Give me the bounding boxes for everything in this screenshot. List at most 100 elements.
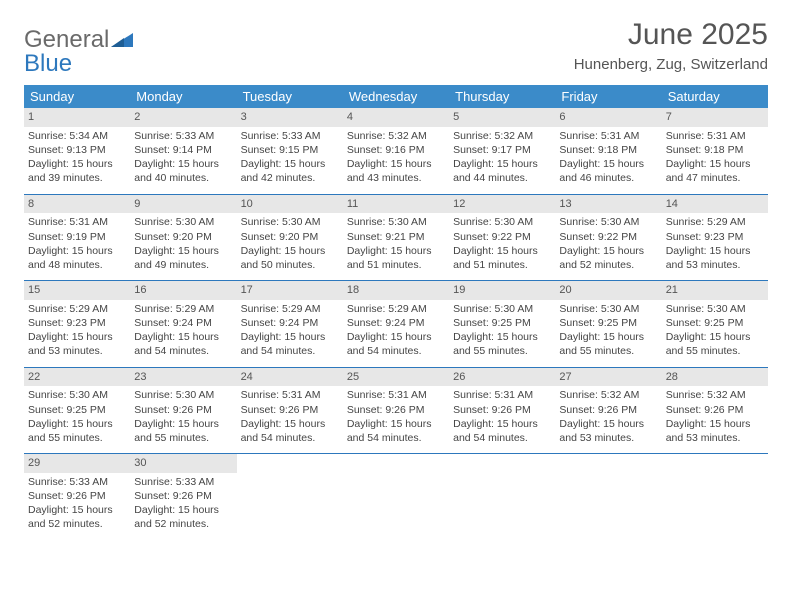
daylight-text: Daylight: 15 hours	[559, 244, 657, 258]
daylight-text: Daylight: 15 hours	[134, 244, 232, 258]
day-details: Sunrise: 5:30 AMSunset: 9:25 PMDaylight:…	[28, 388, 126, 445]
sunrise-text: Sunrise: 5:32 AM	[666, 388, 764, 402]
sunrise-text: Sunrise: 5:30 AM	[559, 302, 657, 316]
daylight-text: and 52 minutes.	[559, 258, 657, 272]
daylight-text: Daylight: 15 hours	[559, 330, 657, 344]
calendar-cell: 15 Sunrise: 5:29 AMSunset: 9:23 PMDayligh…	[24, 281, 130, 368]
day-details: Sunrise: 5:29 AMSunset: 9:24 PMDaylight:…	[241, 302, 339, 359]
sunrise-text: Sunrise: 5:29 AM	[28, 302, 126, 316]
calendar-cell: 26Sunrise: 5:31 AMSunset: 9:26 PMDayligh…	[449, 367, 555, 454]
calendar-cell: 11Sunrise: 5:30 AMSunset: 9:21 PMDayligh…	[343, 194, 449, 281]
calendar-cell: 23Sunrise: 5:30 AMSunset: 9:26 PMDayligh…	[130, 367, 236, 454]
daylight-text: Daylight: 15 hours	[453, 244, 551, 258]
sunrise-text: Sunrise: 5:31 AM	[559, 129, 657, 143]
day-details: Sunrise: 5:31 AMSunset: 9:19 PMDaylight:…	[28, 215, 126, 272]
daylight-text: and 53 minutes.	[666, 258, 764, 272]
sunset-text: Sunset: 9:15 PM	[241, 143, 339, 157]
calendar-cell	[237, 454, 343, 540]
calendar-cell: 16Sunrise: 5:29 AMSunset: 9:24 PMDayligh…	[130, 281, 236, 368]
day-details: Sunrise: 5:31 AMSunset: 9:26 PMDaylight:…	[453, 388, 551, 445]
day-number: 5	[449, 108, 555, 127]
day-details: Sunrise: 5:30 AMSunset: 9:22 PMDaylight:…	[453, 215, 551, 272]
day-number: 29	[24, 454, 130, 473]
daylight-text: Daylight: 15 hours	[134, 157, 232, 171]
sunrise-text: Sunrise: 5:30 AM	[28, 388, 126, 402]
calendar-cell	[555, 454, 661, 540]
day-details: Sunrise: 5:30 AMSunset: 9:26 PMDaylight:…	[134, 388, 232, 445]
calendar-cell: 5 Sunrise: 5:32 AMSunset: 9:17 PMDaylight…	[449, 108, 555, 194]
day-details: Sunrise: 5:30 AMSunset: 9:20 PMDaylight:…	[241, 215, 339, 272]
brand-word1: General	[24, 26, 109, 53]
sunset-text: Sunset: 9:24 PM	[347, 316, 445, 330]
day-number: 1	[24, 108, 130, 127]
calendar-cell: 10Sunrise: 5:30 AMSunset: 9:20 PMDayligh…	[237, 194, 343, 281]
sunset-text: Sunset: 9:14 PM	[134, 143, 232, 157]
sunset-text: Sunset: 9:16 PM	[347, 143, 445, 157]
calendar-cell: 2Sunrise: 5:33 AMSunset: 9:14 PMDaylight…	[130, 108, 236, 194]
sunset-text: Sunset: 9:19 PM	[28, 230, 126, 244]
daylight-text: Daylight: 15 hours	[666, 157, 764, 171]
day-number: 8	[24, 195, 130, 214]
daylight-text: and 55 minutes.	[559, 344, 657, 358]
calendar-week-row: 15 Sunrise: 5:29 AMSunset: 9:23 PMDayligh…	[24, 281, 768, 368]
sunset-text: Sunset: 9:26 PM	[134, 403, 232, 417]
brand-text: General Blue	[24, 28, 133, 76]
day-details: Sunrise: 5:32 AMSunset: 9:16 PMDaylight:…	[347, 129, 445, 186]
day-details: Sunrise: 5:29 AMSunset: 9:24 PMDaylight:…	[347, 302, 445, 359]
daylight-text: Daylight: 15 hours	[666, 417, 764, 431]
day-details: Sunrise: 5:30 AMSunset: 9:25 PMDaylight:…	[453, 302, 551, 359]
sunrise-text: Sunrise: 5:30 AM	[559, 215, 657, 229]
daylight-text: and 43 minutes.	[347, 171, 445, 185]
daylight-text: Daylight: 15 hours	[28, 503, 126, 517]
daylight-text: and 55 minutes.	[28, 431, 126, 445]
sunrise-text: Sunrise: 5:29 AM	[347, 302, 445, 316]
daylight-text: and 54 minutes.	[347, 431, 445, 445]
day-details: Sunrise: 5:31 AMSunset: 9:18 PMDaylight:…	[559, 129, 657, 186]
day-details: Sunrise: 5:29 AMSunset: 9:23 PMDaylight:…	[28, 302, 126, 359]
calendar-week-row: 29Sunrise: 5:33 AMSunset: 9:26 PMDayligh…	[24, 454, 768, 540]
day-details: Sunrise: 5:31 AMSunset: 9:18 PMDaylight:…	[666, 129, 764, 186]
sunset-text: Sunset: 9:25 PM	[666, 316, 764, 330]
day-details: Sunrise: 5:30 AMSunset: 9:21 PMDaylight:…	[347, 215, 445, 272]
sunset-text: Sunset: 9:26 PM	[241, 403, 339, 417]
day-number: 20	[555, 281, 661, 300]
daylight-text: Daylight: 15 hours	[134, 503, 232, 517]
daylight-text: Daylight: 15 hours	[28, 244, 126, 258]
calendar-cell: 17Sunrise: 5:29 AMSunset: 9:24 PMDayligh…	[237, 281, 343, 368]
calendar-cell: 20Sunrise: 5:30 AMSunset: 9:25 PMDayligh…	[555, 281, 661, 368]
day-number: 6	[555, 108, 661, 127]
day-number: 15	[24, 281, 130, 300]
calendar-cell: 8Sunrise: 5:31 AMSunset: 9:19 PMDaylight…	[24, 194, 130, 281]
day-header: Saturday	[662, 85, 768, 108]
daylight-text: Daylight: 15 hours	[559, 417, 657, 431]
day-details: Sunrise: 5:34 AMSunset: 9:13 PMDaylight:…	[28, 129, 126, 186]
calendar-cell: 25Sunrise: 5:31 AMSunset: 9:26 PMDayligh…	[343, 367, 449, 454]
sunset-text: Sunset: 9:22 PM	[559, 230, 657, 244]
day-details: Sunrise: 5:31 AMSunset: 9:26 PMDaylight:…	[347, 388, 445, 445]
sunset-text: Sunset: 9:24 PM	[134, 316, 232, 330]
sunrise-text: Sunrise: 5:30 AM	[347, 215, 445, 229]
sunrise-text: Sunrise: 5:30 AM	[241, 215, 339, 229]
day-number: 30	[130, 454, 236, 473]
calendar-cell: 18Sunrise: 5:29 AMSunset: 9:24 PMDayligh…	[343, 281, 449, 368]
sunrise-text: Sunrise: 5:31 AM	[666, 129, 764, 143]
daylight-text: and 55 minutes.	[453, 344, 551, 358]
day-number: 22	[24, 368, 130, 387]
sunset-text: Sunset: 9:26 PM	[453, 403, 551, 417]
daylight-text: Daylight: 15 hours	[347, 417, 445, 431]
calendar-cell	[343, 454, 449, 540]
daylight-text: and 52 minutes.	[134, 517, 232, 531]
calendar-cell: 6 Sunrise: 5:31 AMSunset: 9:18 PMDaylight…	[555, 108, 661, 194]
calendar-cell: 1 Sunrise: 5:34 AMSunset: 9:13 PMDaylight…	[24, 108, 130, 194]
calendar-cell: 22Sunrise: 5:30 AMSunset: 9:25 PMDayligh…	[24, 367, 130, 454]
sunrise-text: Sunrise: 5:32 AM	[453, 129, 551, 143]
daylight-text: and 54 minutes.	[134, 344, 232, 358]
day-details: Sunrise: 5:32 AMSunset: 9:17 PMDaylight:…	[453, 129, 551, 186]
sunrise-text: Sunrise: 5:29 AM	[241, 302, 339, 316]
daylight-text: and 55 minutes.	[134, 431, 232, 445]
calendar-cell: 24Sunrise: 5:31 AMSunset: 9:26 PMDayligh…	[237, 367, 343, 454]
day-number: 13	[555, 195, 661, 214]
daylight-text: and 53 minutes.	[666, 431, 764, 445]
day-number: 14	[662, 195, 768, 214]
daylight-text: Daylight: 15 hours	[453, 157, 551, 171]
